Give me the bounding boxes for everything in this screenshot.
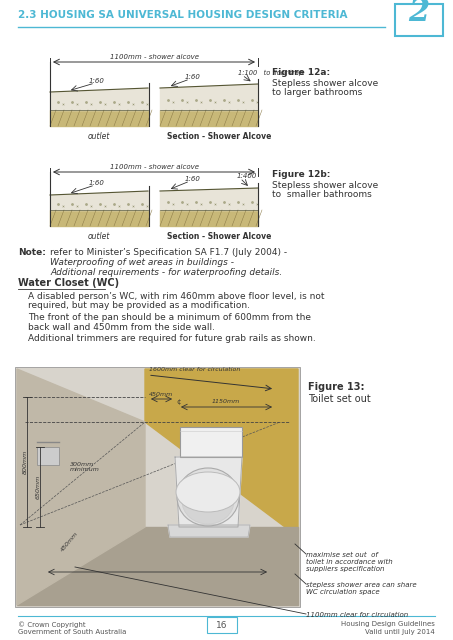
Text: 650mm: 650mm <box>35 475 40 499</box>
Polygon shape <box>160 110 258 126</box>
Bar <box>395 4 443 36</box>
Text: ¢: ¢ <box>176 400 180 406</box>
Polygon shape <box>17 369 145 605</box>
Text: 2: 2 <box>408 0 429 28</box>
Text: Figure 12a:: Figure 12a: <box>272 68 330 77</box>
Polygon shape <box>175 457 242 527</box>
Text: Section - Shower Alcove: Section - Shower Alcove <box>167 232 271 241</box>
Text: Stepless shower alcove: Stepless shower alcove <box>272 79 378 88</box>
Polygon shape <box>50 88 148 110</box>
Text: The front of the pan should be a minimum of 600mm from the: The front of the pan should be a minimum… <box>28 313 311 322</box>
Polygon shape <box>50 110 148 126</box>
Text: required, but may be provided as a modification.: required, but may be provided as a modif… <box>28 301 250 310</box>
Text: 16: 16 <box>216 621 228 630</box>
Text: back wall and 450mm from the side wall.: back wall and 450mm from the side wall. <box>28 323 215 332</box>
Text: refer to Minister’s Specification SA F1.7 (July 2004) -: refer to Minister’s Specification SA F1.… <box>50 248 287 257</box>
Text: Toilet set out: Toilet set out <box>308 394 371 404</box>
Text: Valid until July 2014: Valid until July 2014 <box>365 629 435 635</box>
Polygon shape <box>160 210 258 226</box>
Text: Figure 13:: Figure 13: <box>308 382 365 392</box>
Polygon shape <box>50 210 148 226</box>
Text: Additional trimmers are required for future grab rails as shown.: Additional trimmers are required for fut… <box>28 334 316 343</box>
Text: outlet: outlet <box>88 132 110 141</box>
Text: 1100mm - shower alcove: 1100mm - shower alcove <box>110 54 198 60</box>
Text: 1600mm clear for circulation: 1600mm clear for circulation <box>149 367 241 372</box>
Polygon shape <box>145 369 298 527</box>
Text: 1150mm: 1150mm <box>212 399 240 404</box>
Text: 1:60: 1:60 <box>89 78 105 84</box>
Ellipse shape <box>176 472 240 512</box>
Text: 450mm: 450mm <box>149 392 173 397</box>
Text: to  smaller bathrooms: to smaller bathrooms <box>272 190 372 199</box>
Text: 1:60: 1:60 <box>185 74 201 80</box>
Bar <box>37 447 59 465</box>
Text: Government of South Australia: Government of South Australia <box>18 629 126 635</box>
Text: Housing Design Guidelines: Housing Design Guidelines <box>341 621 435 627</box>
Text: Water Closet (WC): Water Closet (WC) <box>18 278 119 288</box>
Bar <box>15 367 300 607</box>
Text: 300mm
minimum: 300mm minimum <box>70 461 100 472</box>
Polygon shape <box>168 525 250 537</box>
Text: 450mm: 450mm <box>60 531 80 553</box>
Text: to larger bathrooms: to larger bathrooms <box>272 88 362 97</box>
Text: 800mm: 800mm <box>23 450 28 474</box>
Ellipse shape <box>177 468 239 526</box>
Text: Note:: Note: <box>18 248 46 257</box>
Text: Additional requirements - for waterproofing details.: Additional requirements - for waterproof… <box>50 268 282 277</box>
Text: outlet: outlet <box>88 232 110 241</box>
Bar <box>207 617 237 633</box>
Text: Figure 12b:: Figure 12b: <box>272 170 330 179</box>
Text: 1100mm - shower alcove: 1100mm - shower alcove <box>110 164 198 170</box>
Polygon shape <box>17 527 298 605</box>
Polygon shape <box>160 84 258 110</box>
Text: stepless shower area can share
WC circulation space: stepless shower area can share WC circul… <box>306 582 417 595</box>
Text: 1:400: 1:400 <box>237 173 257 179</box>
Polygon shape <box>50 191 148 210</box>
Text: A disabled person’s WC, with rim 460mm above floor level, is not: A disabled person’s WC, with rim 460mm a… <box>28 292 324 301</box>
Text: 1:60: 1:60 <box>185 176 201 182</box>
Text: 1:100   to floor trap: 1:100 to floor trap <box>238 70 303 76</box>
Text: 2.3 HOUSING SA UNIVERSAL HOUSING DESIGN CRITERIA: 2.3 HOUSING SA UNIVERSAL HOUSING DESIGN … <box>18 10 347 20</box>
Text: Section - Shower Alcove: Section - Shower Alcove <box>167 132 271 141</box>
Text: 1100mm clear for circulation: 1100mm clear for circulation <box>306 612 408 618</box>
Bar <box>180 427 242 457</box>
Text: Stepless shower alcove: Stepless shower alcove <box>272 181 378 190</box>
Text: 1:60: 1:60 <box>89 180 105 186</box>
Polygon shape <box>160 188 258 210</box>
Ellipse shape <box>182 478 234 524</box>
Text: Waterproofing of wet areas in buildings -: Waterproofing of wet areas in buildings … <box>50 258 234 267</box>
Text: maximise set out  of
toilet in accordance with
suppliers specification: maximise set out of toilet in accordance… <box>306 552 393 572</box>
Text: © Crown Copyright: © Crown Copyright <box>18 621 86 628</box>
